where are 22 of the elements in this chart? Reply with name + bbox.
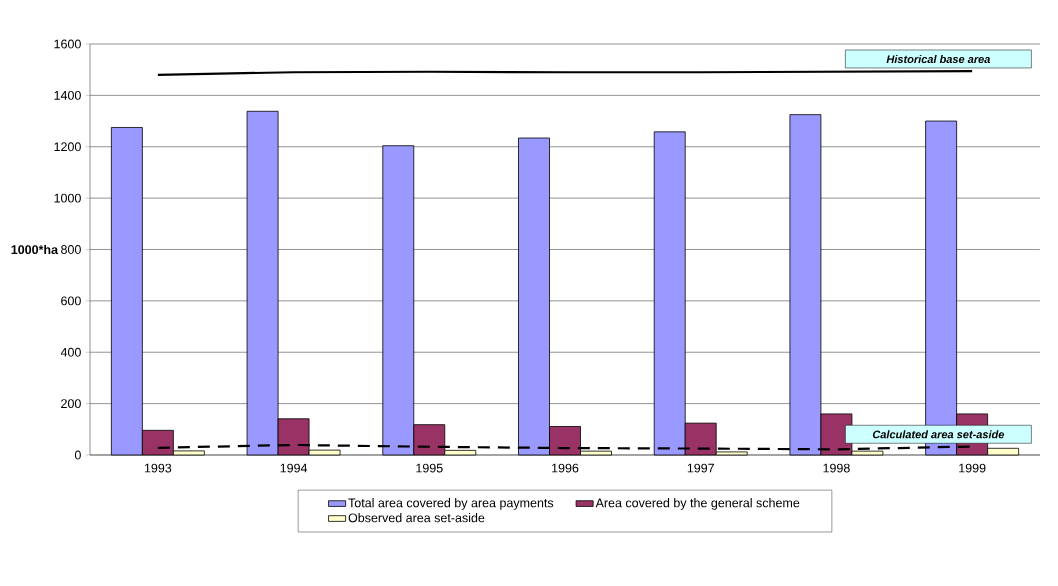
y-tick-label: 200 (61, 399, 81, 409)
y-tick-label: 1400 (54, 90, 81, 100)
legend-label: Observed area set-aside (348, 513, 485, 523)
y-tick-label: 800 (61, 245, 81, 254)
y-tick-label: 400 (60, 347, 81, 357)
x-tick-label: 1997 (687, 463, 714, 473)
y-tick-label: 1000 (54, 193, 81, 203)
x-tick-label: 1996 (552, 463, 579, 473)
annotation: Calculated area set-aside (872, 430, 1005, 439)
y-tick-label: 600 (61, 296, 81, 306)
y-tick-label: 1200 (54, 142, 81, 152)
legend-label: Total area covered by area payments (348, 498, 554, 510)
y-tick-label: 0 (74, 450, 81, 460)
x-tick-label: 1998 (823, 463, 850, 473)
annotation: Historical base area (886, 54, 991, 64)
y-tick-label: 1600 (54, 39, 81, 49)
x-tick-label: 1995 (416, 463, 443, 473)
y-axis-title: 1000*ha (11, 244, 59, 255)
legend-label: Area covered by the general scheme (595, 498, 800, 510)
x-tick-label: 1999 (959, 463, 986, 473)
x-tick-label: 1994 (280, 463, 308, 473)
x-tick-label: 1993 (144, 463, 172, 473)
